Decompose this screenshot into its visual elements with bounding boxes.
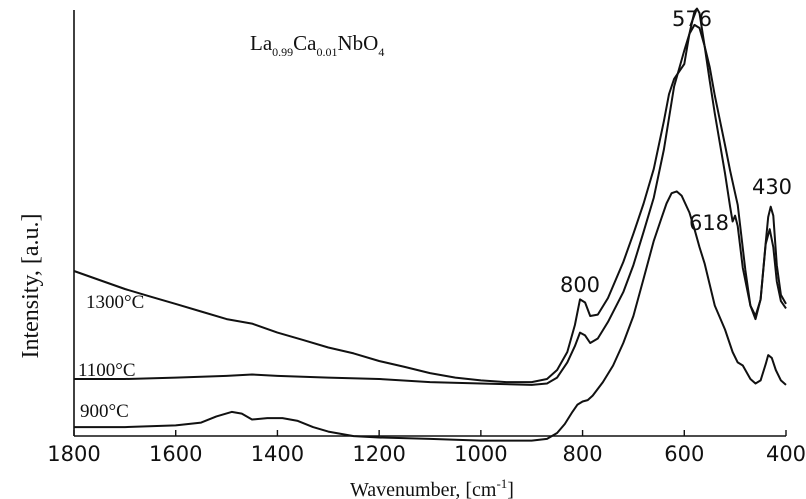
y-axis-label: Intensity, [a.u.] [18,213,44,358]
x-axis-label-main: Wavenumber, [cm [350,479,497,499]
x-tick-label: 1000 [454,442,507,466]
series-line-1100 [74,23,787,386]
peak-label-618: 618 [689,211,729,235]
title-sub-2: 0.01 [316,45,337,59]
title-element-nbo: NbO [337,31,378,55]
series-line-1300 [73,7,787,384]
x-tick-label: 1800 [47,442,100,466]
peak-label-800: 800 [560,273,600,297]
curves [73,7,787,442]
series-line-900 [74,190,787,442]
title-sub-3: 4 [378,45,384,59]
title-element-ca: Ca [293,31,317,55]
axes [73,10,786,437]
x-tick-label: 400 [766,442,806,466]
title-sub-1: 0.99 [272,45,293,59]
series-label-1300: 1300°C [86,292,144,313]
x-axis-label: Wavenumber, [cm-1] [350,476,514,499]
peak-label-576: 576 [672,7,712,31]
peak-label-430: 430 [752,175,792,199]
chart-title: La0.99Ca0.01NbO4 [250,31,384,59]
x-axis-label-end: ] [507,479,514,499]
x-ticks: 1800 1600 1400 1200 1000 800 600 400 [47,430,806,466]
series-label-1100: 1100°C [78,360,136,381]
x-axis-label-sup: -1 [496,476,507,491]
series-label-900: 900°C [80,401,129,422]
title-element-la: La [250,31,273,55]
x-tick-label: 600 [664,442,704,466]
x-tick-label: 1600 [149,442,202,466]
x-tick-label: 800 [563,442,603,466]
x-tick-label: 1200 [352,442,405,466]
x-tick-label: 1400 [251,442,304,466]
